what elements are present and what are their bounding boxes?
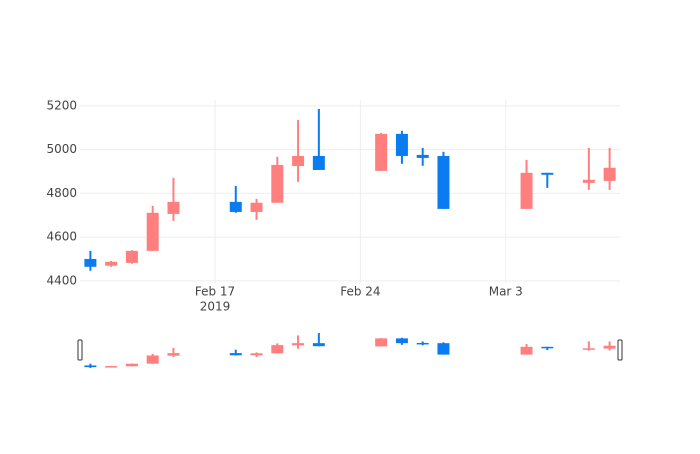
x-tick-label: Mar 3 — [489, 285, 523, 299]
y-tick-label: 5200 — [46, 98, 77, 112]
range-slider — [80, 329, 620, 372]
slider-candle-body — [292, 343, 305, 346]
y-tick-label: 4600 — [46, 230, 77, 244]
slider-candle-body — [603, 345, 616, 349]
candle-body — [582, 179, 595, 183]
x-tick-year: 2019 — [200, 300, 231, 314]
candle-body — [105, 261, 118, 266]
slider-candle-body — [146, 355, 159, 364]
slider-candle-body — [541, 346, 554, 349]
candle-body — [541, 172, 554, 175]
slider-candle-body — [229, 353, 242, 356]
candle-body — [395, 133, 408, 156]
candle-body — [84, 258, 97, 267]
slider-handle[interactable] — [77, 339, 83, 361]
candle-body — [375, 133, 388, 171]
slider-candle-body — [84, 365, 97, 368]
slider-candle-body — [375, 338, 388, 347]
candle-body — [229, 201, 242, 212]
candle-body — [271, 164, 284, 203]
candle-body — [167, 201, 180, 214]
slider-candle-body — [437, 343, 450, 355]
candle-body — [603, 167, 616, 181]
candle-body — [520, 172, 533, 209]
y-tick-label: 4400 — [46, 273, 77, 287]
candle-body — [125, 250, 138, 263]
slider-candle-body — [105, 366, 118, 368]
slider-candle-body — [271, 345, 284, 354]
slider-candle-body — [250, 353, 263, 356]
candle-body — [292, 155, 305, 167]
candle-body — [146, 212, 159, 251]
candle-body — [312, 155, 325, 170]
x-tick-label: Feb 17 — [195, 285, 235, 299]
slider-candle-body — [167, 353, 180, 356]
candle-body — [437, 155, 450, 209]
y-tick-label: 4800 — [46, 186, 77, 200]
x-tick-label: Feb 24 — [340, 285, 380, 299]
candle-body — [416, 154, 429, 158]
candle-body — [250, 202, 263, 212]
slider-candle-body — [416, 342, 429, 345]
slider-candle-body — [520, 346, 533, 355]
y-tick-label: 5000 — [46, 142, 77, 156]
slider-candle-body — [125, 363, 138, 367]
slider-candle-body — [395, 338, 408, 344]
slider-handle[interactable] — [617, 339, 623, 361]
slider-candle-body — [312, 343, 325, 347]
slider-candle-body — [582, 348, 595, 350]
